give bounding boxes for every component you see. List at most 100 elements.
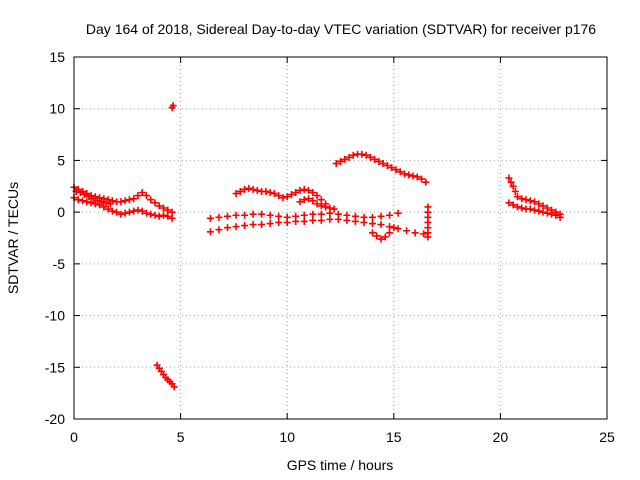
data-point bbox=[337, 157, 344, 165]
data-point bbox=[539, 208, 547, 216]
data-point bbox=[513, 193, 521, 201]
data-point bbox=[300, 217, 308, 225]
data-point bbox=[526, 205, 534, 213]
data-point bbox=[130, 195, 138, 203]
x-tick-label: 20 bbox=[493, 429, 509, 445]
x-axis-label: GPS time / hours bbox=[287, 457, 394, 473]
data-point bbox=[151, 211, 159, 219]
data-point bbox=[322, 203, 330, 211]
data-point bbox=[155, 212, 163, 220]
data-point bbox=[134, 206, 142, 214]
data-point bbox=[266, 211, 274, 219]
data-point bbox=[224, 224, 232, 232]
data-point bbox=[142, 209, 150, 217]
data-point bbox=[518, 195, 526, 203]
data-point bbox=[413, 173, 421, 181]
data-point bbox=[170, 383, 178, 391]
y-tick-label: -5 bbox=[53, 256, 66, 272]
data-point bbox=[100, 203, 108, 211]
data-point bbox=[360, 213, 368, 221]
y-tick-label: -15 bbox=[45, 359, 65, 375]
data-point bbox=[343, 211, 351, 219]
data-point bbox=[164, 206, 172, 214]
data-point bbox=[206, 228, 214, 236]
data-point bbox=[232, 211, 240, 219]
data-point bbox=[138, 188, 146, 196]
data-point bbox=[386, 223, 394, 231]
series-outlier-low bbox=[153, 361, 178, 391]
data-point bbox=[262, 187, 270, 195]
data-point bbox=[317, 210, 325, 218]
data-point bbox=[160, 204, 168, 212]
data-point bbox=[113, 208, 121, 216]
data-point bbox=[106, 200, 114, 208]
x-tick-label: 10 bbox=[279, 429, 295, 445]
data-point bbox=[381, 233, 389, 241]
data-point bbox=[275, 218, 283, 226]
data-point bbox=[147, 196, 155, 204]
data-point bbox=[236, 187, 244, 195]
data-point bbox=[300, 185, 308, 193]
data-point bbox=[270, 190, 278, 198]
data-point bbox=[509, 201, 517, 209]
data-point bbox=[556, 213, 564, 221]
data-point bbox=[345, 153, 353, 161]
data-point bbox=[552, 211, 560, 219]
data-point bbox=[368, 229, 376, 237]
y-tick-label: 15 bbox=[49, 49, 65, 65]
data-point bbox=[241, 185, 249, 193]
data-point bbox=[543, 209, 551, 217]
y-tick-label: 5 bbox=[57, 152, 65, 168]
data-point bbox=[392, 166, 400, 174]
data-point bbox=[215, 213, 223, 221]
data-point bbox=[418, 175, 426, 183]
data-point bbox=[411, 229, 419, 237]
data-point bbox=[249, 210, 257, 218]
data-point bbox=[386, 229, 394, 237]
data-point bbox=[375, 157, 383, 165]
data-point bbox=[309, 188, 317, 196]
data-point bbox=[539, 202, 547, 210]
data-point bbox=[296, 186, 304, 194]
data-point bbox=[292, 188, 300, 196]
data-point bbox=[160, 211, 168, 219]
data-point bbox=[76, 188, 84, 196]
data-point bbox=[522, 196, 530, 204]
data-point bbox=[296, 198, 304, 206]
data-point bbox=[330, 205, 338, 213]
data-point bbox=[400, 170, 408, 178]
data-point bbox=[134, 192, 142, 200]
data-point bbox=[313, 192, 321, 200]
data-point bbox=[368, 220, 376, 228]
data-point bbox=[309, 210, 317, 218]
data-point bbox=[241, 211, 249, 219]
data-point bbox=[396, 168, 404, 176]
data-point bbox=[283, 213, 291, 221]
data-point bbox=[349, 151, 357, 159]
series-arc-evening-b bbox=[505, 199, 564, 221]
data-point bbox=[102, 199, 110, 207]
data-point bbox=[249, 221, 257, 229]
data-point bbox=[279, 194, 287, 202]
data-point bbox=[287, 191, 295, 199]
data-point bbox=[507, 178, 515, 186]
data-points bbox=[70, 102, 564, 391]
data-point bbox=[253, 186, 261, 194]
data-point bbox=[420, 230, 428, 238]
data-point bbox=[168, 214, 176, 222]
data-point bbox=[164, 212, 172, 220]
data-point bbox=[232, 223, 240, 231]
data-point bbox=[125, 196, 133, 204]
data-point bbox=[362, 151, 370, 159]
y-axis-label: SDTVAR / TECUs bbox=[5, 182, 21, 294]
data-point bbox=[505, 174, 513, 182]
data-point bbox=[125, 208, 133, 216]
data-point bbox=[117, 198, 125, 206]
data-point bbox=[108, 207, 116, 215]
data-point bbox=[341, 155, 349, 163]
series-arc-late-drop bbox=[368, 224, 398, 243]
data-point bbox=[317, 196, 325, 204]
data-point bbox=[309, 216, 317, 224]
data-point bbox=[377, 221, 385, 229]
data-point bbox=[334, 210, 342, 218]
